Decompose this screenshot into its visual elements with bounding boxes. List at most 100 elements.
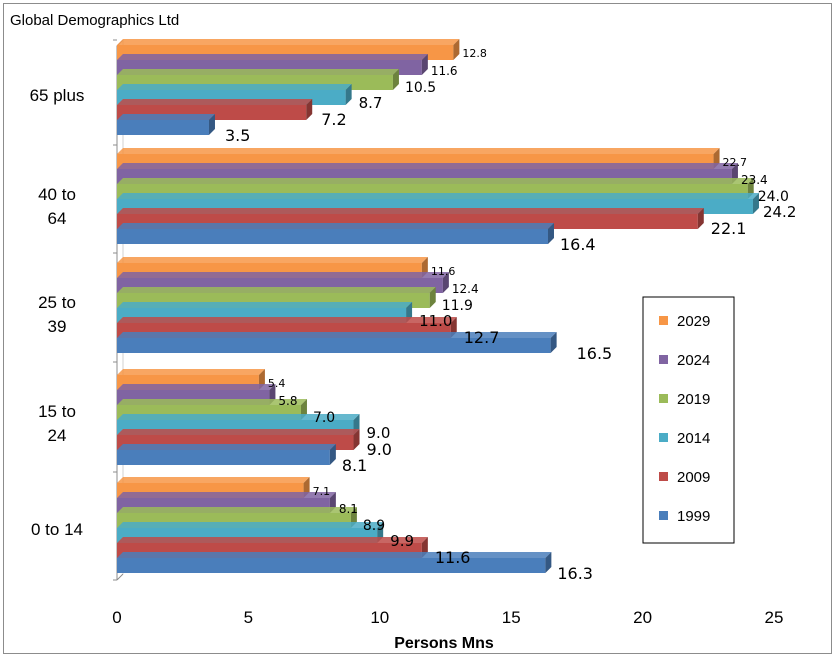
- legend-swatch: [659, 433, 668, 442]
- data-label: 22.1: [711, 219, 747, 238]
- bar-top: [117, 178, 754, 184]
- bar-end: [329, 444, 336, 465]
- data-label: 7.0: [313, 410, 335, 426]
- bar-end: [547, 223, 554, 244]
- category-label: 64: [48, 209, 67, 228]
- bar: [117, 229, 548, 244]
- data-label: 11.9: [442, 298, 473, 314]
- bar: [117, 120, 209, 135]
- data-label: 5.4: [268, 377, 286, 390]
- category-label: 25 to: [38, 293, 76, 312]
- bar-top: [117, 369, 265, 375]
- data-label: 5.8: [278, 394, 297, 408]
- legend-label: 2024: [677, 352, 710, 369]
- legend-label: 2029: [677, 313, 710, 330]
- x-axis-label: Persons Mns: [394, 635, 494, 652]
- x-tick-label: 25: [765, 608, 784, 627]
- bar: [117, 338, 551, 353]
- bar-top: [117, 54, 428, 60]
- chart-title: Global Demographics Ltd: [10, 12, 180, 29]
- x-tick-label: 10: [370, 608, 389, 627]
- bar-end: [392, 69, 399, 90]
- bar-top: [117, 148, 720, 154]
- bar-end: [697, 208, 704, 229]
- legend-label: 2009: [677, 469, 710, 486]
- bar-top: [117, 414, 360, 420]
- data-label: 8.1: [342, 456, 367, 475]
- bar-top: [117, 429, 360, 435]
- bar-top: [117, 84, 352, 90]
- bar-end: [442, 272, 449, 293]
- legend-swatch: [659, 472, 668, 481]
- bar-end: [545, 552, 552, 573]
- bars: [117, 39, 759, 573]
- bar-top: [117, 193, 759, 199]
- bar-top: [117, 384, 276, 390]
- x-tick-label: 0: [112, 608, 121, 627]
- bar: [117, 450, 330, 465]
- legend-label: 2014: [677, 430, 710, 447]
- bar-end: [345, 84, 352, 105]
- data-label: 8.7: [359, 94, 383, 112]
- legend-swatch: [659, 316, 668, 325]
- bar-end: [306, 99, 313, 120]
- category-label: 24: [48, 426, 67, 445]
- legend-label: 2019: [677, 391, 710, 408]
- x-axis-ticks: 0 5 10 15 20 25: [112, 608, 783, 627]
- data-label: 12.7: [464, 328, 500, 347]
- bar-top: [117, 522, 384, 528]
- bar-end: [550, 332, 557, 353]
- data-label: 8.9: [363, 518, 385, 534]
- data-label: 10.5: [405, 80, 436, 96]
- category-labels: 0 to 14 15 to 24 25 to 39 40 to 64 65 plus: [30, 86, 85, 539]
- data-label: 12.4: [452, 282, 479, 296]
- data-label: 11.6: [431, 265, 456, 278]
- bar-top: [117, 208, 704, 214]
- bar-top: [117, 477, 310, 483]
- bar-end: [421, 54, 428, 75]
- bar-top: [117, 69, 399, 75]
- bar-end: [429, 287, 436, 308]
- x-tick-label: 20: [633, 608, 652, 627]
- bar: [117, 558, 546, 573]
- bar-top: [117, 99, 313, 105]
- bar-top: [117, 287, 436, 293]
- data-label: 11.6: [431, 64, 458, 78]
- data-label: 7.1: [313, 485, 331, 498]
- bar-top: [117, 552, 552, 558]
- x-tick-label: 15: [502, 608, 521, 627]
- data-label: 24.0: [758, 189, 789, 205]
- data-label: 8.1: [339, 502, 358, 516]
- bar-top: [117, 332, 557, 338]
- data-label: 9.0: [367, 424, 391, 442]
- category-label: 0 to 14: [31, 520, 83, 539]
- bar-top: [117, 163, 738, 169]
- bar-end: [453, 39, 460, 60]
- bar-top: [117, 257, 428, 263]
- data-label: 12.8: [462, 47, 487, 60]
- category-label: 39: [48, 317, 67, 336]
- data-label: 11.0: [419, 312, 452, 330]
- legend-swatch: [659, 394, 668, 403]
- legend: 2029 2024 2019 2014 2009 1999: [642, 296, 735, 544]
- bar-end: [208, 114, 215, 135]
- bar-top: [117, 223, 554, 229]
- legend-label: 1999: [677, 508, 710, 525]
- bar-top: [117, 302, 413, 308]
- data-label: 23.4: [741, 173, 768, 187]
- bar-end: [353, 429, 360, 450]
- bar-top: [117, 399, 307, 405]
- bar-top: [117, 444, 336, 450]
- data-label: 16.5: [577, 344, 613, 363]
- category-label: 40 to: [38, 185, 76, 204]
- x-tick-label: 5: [244, 608, 253, 627]
- bar-top: [117, 114, 215, 120]
- bar-end: [752, 193, 759, 214]
- data-label: 16.3: [557, 564, 593, 583]
- data-label: 3.5: [225, 126, 250, 145]
- legend-swatch: [659, 355, 668, 364]
- data-label: 7.2: [321, 110, 346, 129]
- data-label: 11.6: [435, 548, 471, 567]
- floor-edge: [116, 573, 124, 581]
